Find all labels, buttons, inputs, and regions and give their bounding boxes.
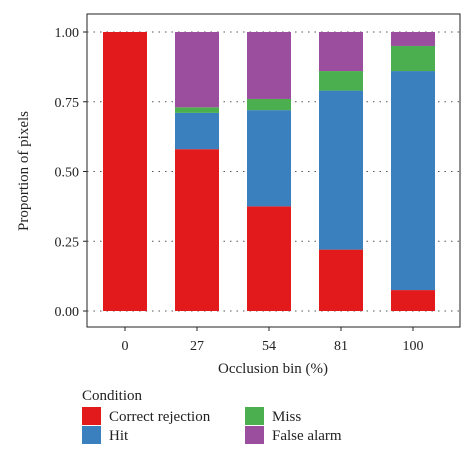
legend-label-miss: Miss	[272, 409, 301, 425]
bar-miss-27	[175, 107, 219, 113]
legend-swatch-correct-rejection	[82, 407, 101, 425]
bar-false-alarm-100	[391, 32, 435, 46]
x-tick-label-3: 81	[334, 339, 348, 354]
x-axis-title: Occlusion bin (%)	[218, 361, 328, 377]
y-axis-title: Proportion of pixels	[16, 111, 32, 231]
bar-correct-rejection-54	[247, 206, 291, 311]
bar-miss-81	[319, 71, 363, 91]
bar-hit-54	[247, 110, 291, 207]
bar-false-alarm-54	[247, 32, 291, 99]
bar-correct-rejection-100	[391, 290, 435, 311]
bar-hit-27	[175, 112, 219, 150]
x-tick-label-2: 54	[262, 339, 276, 354]
bar-false-alarm-27	[175, 32, 219, 108]
x-tick-label-4: 100	[403, 339, 424, 354]
legend-title: Condition	[82, 388, 143, 404]
legend-swatch-false-alarm	[245, 426, 264, 444]
bar-correct-rejection-0	[103, 32, 147, 311]
legend-swatch-hit	[82, 426, 101, 444]
y-tick-label-4: 1.00	[55, 26, 80, 41]
bar-correct-rejection-81	[319, 249, 363, 311]
bar-miss-100	[391, 45, 435, 72]
legend-label-correct-rejection: Correct rejection	[109, 409, 211, 425]
x-axis-ticks: 0 27 54 81 100	[122, 327, 424, 354]
y-tick-label-1: 0.25	[55, 235, 80, 250]
x-tick-label-1: 27	[190, 339, 204, 354]
y-axis-ticks: 0.00 0.25 0.50 0.75 1.00	[55, 26, 87, 320]
legend: Condition Correct rejection Hit Miss False …	[82, 388, 342, 444]
bar-correct-rejection-27	[175, 149, 219, 311]
legend-label-false-alarm: False alarm	[272, 428, 342, 444]
y-tick-label-0: 0.00	[55, 305, 80, 320]
bar-miss-54	[247, 98, 291, 111]
legend-swatch-miss	[245, 407, 264, 425]
bars	[103, 32, 435, 311]
y-tick-label-2: 0.50	[55, 166, 80, 181]
bar-false-alarm-81	[319, 32, 363, 72]
bar-hit-100	[391, 71, 435, 291]
bar-hit-81	[319, 90, 363, 250]
x-tick-label-0: 0	[122, 339, 129, 354]
y-tick-label-3: 0.75	[55, 96, 80, 111]
legend-label-hit: Hit	[109, 428, 129, 444]
